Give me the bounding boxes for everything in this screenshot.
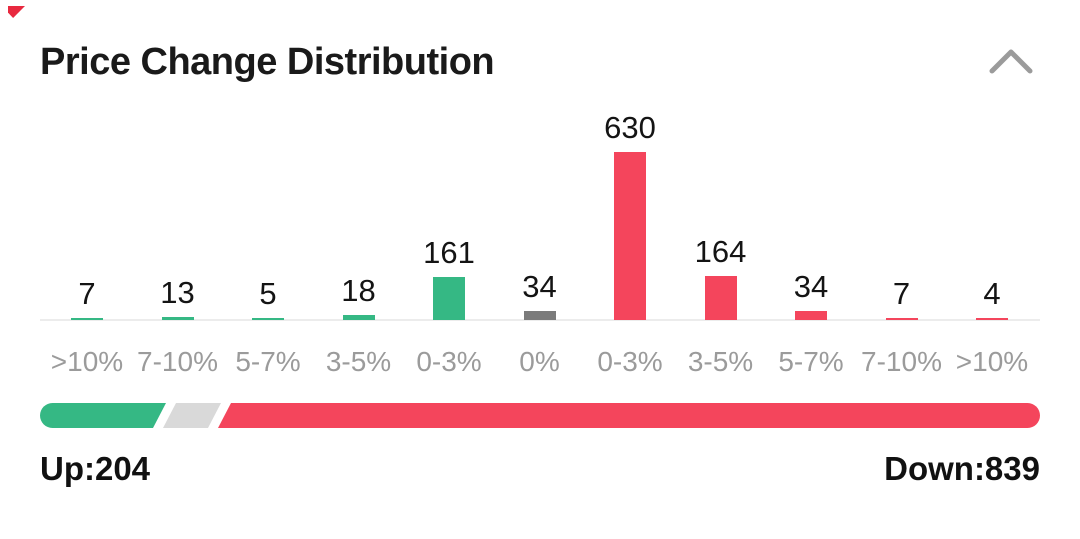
- x-axis-tick-label: >10%: [50, 346, 124, 377]
- bar-column: 164: [675, 236, 766, 320]
- x-axis-tick-label: 0%: [519, 346, 560, 377]
- bar-column: 5: [223, 278, 314, 320]
- bar-column: 161: [404, 237, 495, 320]
- bar-value-label: 34: [793, 269, 829, 304]
- x-axis-tick-label: 3-5%: [687, 346, 754, 377]
- bar: [342, 315, 375, 320]
- bar-value-label: 34: [522, 269, 557, 304]
- bar: [795, 311, 827, 320]
- down-total-label: Down:839: [884, 450, 1040, 487]
- bar-value-label: 630: [604, 110, 656, 145]
- bar: [704, 276, 737, 320]
- x-axis-tick-label: 0-3%: [597, 346, 663, 377]
- bar-column: 4: [947, 278, 1038, 320]
- chevron-up-icon[interactable]: [988, 46, 1034, 76]
- bar: [71, 318, 103, 320]
- x-axis-tick-label: 7-10%: [861, 346, 942, 377]
- bar: [976, 318, 1008, 320]
- gauge-up-segment: [40, 403, 166, 428]
- bar: [614, 152, 646, 320]
- bar-value-label: 18: [341, 273, 376, 308]
- bar-column: 7: [42, 278, 133, 320]
- x-axis-tick-label: 0-3%: [416, 346, 482, 377]
- bar: [433, 277, 465, 320]
- x-axis-tick-label: 5-7%: [778, 346, 844, 377]
- bar: [523, 311, 556, 320]
- page-title: Price Change Distribution: [40, 41, 495, 83]
- up-down-gauge: [40, 403, 1040, 428]
- up-total-label: Up:204: [40, 450, 151, 487]
- bar-value-label: 13: [160, 275, 195, 310]
- totals-row: Up:204 Down:839: [40, 450, 1040, 490]
- x-axis-tick-label: 5-7%: [235, 346, 301, 377]
- bar-value-label: 161: [423, 235, 475, 270]
- x-axis-tick-label: 3-5%: [325, 346, 392, 377]
- gauge-down-segment: [218, 403, 1040, 428]
- x-axis-tick-label: >10%: [955, 346, 1029, 377]
- x-axis-tick-label: 7-10%: [137, 346, 218, 377]
- bar-column: 18: [313, 275, 404, 320]
- x-axis-line: [40, 319, 1040, 321]
- bar-value-label: 7: [78, 276, 96, 311]
- bar-column: 13: [132, 277, 223, 320]
- bar-column: 7: [856, 278, 947, 320]
- bar-column: 630: [585, 112, 676, 320]
- bar: [885, 318, 918, 320]
- bar-value-label: 7: [892, 276, 911, 311]
- bar: [252, 318, 284, 320]
- bar-value-label: 164: [694, 234, 747, 269]
- bar: [161, 317, 194, 320]
- bar-value-label: 5: [259, 276, 277, 311]
- bar-column: 34: [766, 271, 857, 320]
- bar-value-label: 4: [983, 276, 1001, 311]
- bar-column: 34: [494, 271, 585, 320]
